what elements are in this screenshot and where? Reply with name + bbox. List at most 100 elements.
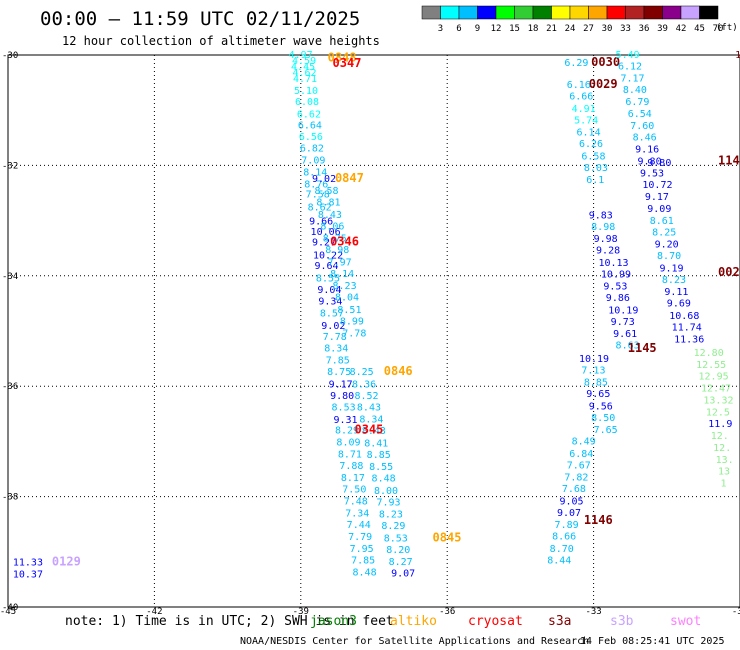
wave-height-label: 9.53 (603, 282, 627, 293)
colorbar-unit: (ft) (716, 23, 738, 33)
wave-height-label: 8.09 (336, 437, 360, 448)
wave-height-label: 6.1 (586, 175, 604, 186)
wave-height-label: 8.71 (338, 449, 362, 460)
pass-time-label: 0846 (384, 364, 413, 378)
colorbar-label: 39 (657, 24, 668, 34)
wave-height-label: 9.11 (664, 287, 688, 298)
wave-height-label: 6.29 (564, 58, 588, 69)
wave-height-label: 9.56 (589, 401, 613, 412)
wave-height-label: 6.26 (579, 139, 603, 150)
satellite-label: cryosat (468, 614, 523, 629)
colorbar-label: 33 (620, 24, 631, 34)
wave-height-label: 4.97 (289, 50, 313, 61)
wave-height-label: 8.43 (357, 402, 381, 413)
wave-height-label: 6.16 (567, 80, 591, 91)
wave-height-label: 9.61 (613, 329, 637, 340)
pass-time-label: 0129 (52, 555, 81, 569)
colorbar-label: 6 (456, 24, 461, 34)
wave-height-label: 8.75 (327, 367, 351, 378)
wave-height-label: 8.57 (320, 309, 344, 320)
wave-height-label: 4.59 (292, 56, 316, 67)
wave-height-label: 8.55 (369, 462, 393, 473)
wave-height-label: 9.09 (647, 204, 671, 215)
plot-area: -45 -42 -39 -36 -33 -30 -30 -32 -34 -36 -38 -40 4.9… (0, 50, 740, 617)
wave-height-label: 7.89 (555, 520, 579, 531)
wave-height-label: 8.29 (381, 521, 405, 532)
colorbar-label: 27 (583, 24, 594, 34)
y-tick-label: -36 (2, 382, 18, 392)
colorbar-swatch (569, 5, 589, 20)
wave-height-label: 12.55 (696, 360, 726, 371)
wave-height-label: 6.14 (577, 128, 601, 139)
pass-time-label: 0847 (335, 171, 364, 185)
satellite-label: swot (670, 614, 701, 629)
y-tick-label: -34 (2, 272, 18, 282)
wave-height-label: 10.68 (669, 311, 699, 322)
wave-height-label: 7.68 (562, 484, 586, 495)
wave-height-label: 9.28 (596, 246, 620, 257)
colorbar-label: 30 (602, 24, 613, 34)
wave-height-label: 8.55 (316, 273, 340, 284)
wave-height-label: 6.56 (299, 132, 323, 143)
plot-frame (7, 54, 740, 608)
wave-height-label: 9.34 (318, 297, 342, 308)
wave-height-label: 6.62 (297, 109, 321, 120)
wave-height-label: 8.06 (320, 221, 344, 232)
wave-height-label: 8.58 (314, 186, 338, 197)
colorbar-swatch (625, 5, 645, 20)
wave-height-label: 8.03 (584, 163, 608, 174)
wave-height-label: 9.02 (321, 321, 345, 332)
wave-height-label: 6.08 (295, 97, 319, 108)
wave-height-label: 10.06 (311, 227, 341, 238)
wave-height-label: 10.72 (642, 180, 672, 191)
wave-height-label: 10.19 (608, 305, 638, 316)
wave-height-label: 12.5 (706, 407, 730, 418)
colorbar-swatch (477, 5, 497, 20)
wave-height-label: 11.33 (13, 558, 43, 569)
wave-height-label: 7.09 (301, 156, 325, 167)
colorbar-swatch (514, 5, 534, 20)
wave-height-label: 8.61 (650, 216, 674, 227)
x-tick-label: -42 (146, 607, 162, 617)
wave-height-label: 8.53 (384, 533, 408, 544)
wave-height-label: 12.95 (699, 372, 729, 383)
wave-height-label: 8.99 (340, 316, 364, 327)
pass-time-label: 0347 (333, 56, 362, 70)
wave-height-label: 7.82 (564, 473, 588, 484)
wave-height-label: 7.79 (348, 532, 372, 543)
colorbar-legend: 3 6 9 12 15 18 21 24 27 30 33 36 39 42 45 70 (421, 5, 723, 34)
colorbar-swatch (606, 5, 626, 20)
satellite-label: jason3 (310, 614, 357, 629)
wave-height-label: 5.74 (574, 115, 598, 126)
wave-height-label: 5.10 (294, 86, 318, 97)
chart-title: 00:00 – 11:59 UTC 02/11/2025 (40, 8, 360, 30)
wave-height-label: 8.85 (584, 378, 608, 389)
pass-time-label: 1144 (718, 153, 740, 167)
wave-height-label: 8.29 (335, 426, 359, 437)
wave-height-label: 8.23 (379, 510, 403, 521)
wave-height-label: 7.93 (376, 497, 400, 508)
y-tick-label: -32 (2, 161, 18, 171)
colorbar-label: 18 (528, 24, 539, 34)
wave-height-label: 8.50 (591, 413, 615, 424)
wave-height-label: 7.60 (630, 121, 654, 132)
wave-height-label: 7.17 (620, 73, 644, 84)
wave-height-label: 9.20 (655, 240, 679, 251)
colorbar-swatch (588, 5, 608, 20)
wave-height-label: 4.91 (572, 104, 596, 115)
satellite-label: s3b (610, 614, 634, 629)
wave-height-label: 4.71 (293, 74, 317, 85)
wave-height-label: 9.73 (611, 317, 635, 328)
wave-height-label: 7.88 (339, 461, 363, 472)
wave-height-label: 8.48 (353, 568, 377, 579)
wave-height-label: 8.23 (662, 275, 686, 286)
satellite-label: altiko (390, 614, 437, 629)
wave-height-label: 7.97 (328, 257, 352, 268)
wave-height-label: 9.17 (329, 379, 353, 390)
colorbar-swatch (458, 5, 478, 20)
pass-time-label: 0845 (433, 530, 462, 544)
wave-height-label: 9.86 (606, 293, 630, 304)
y-tick-label: -30 (2, 51, 18, 61)
x-tick-label: -39 (293, 607, 309, 617)
y-tick-label: -38 (2, 493, 18, 503)
